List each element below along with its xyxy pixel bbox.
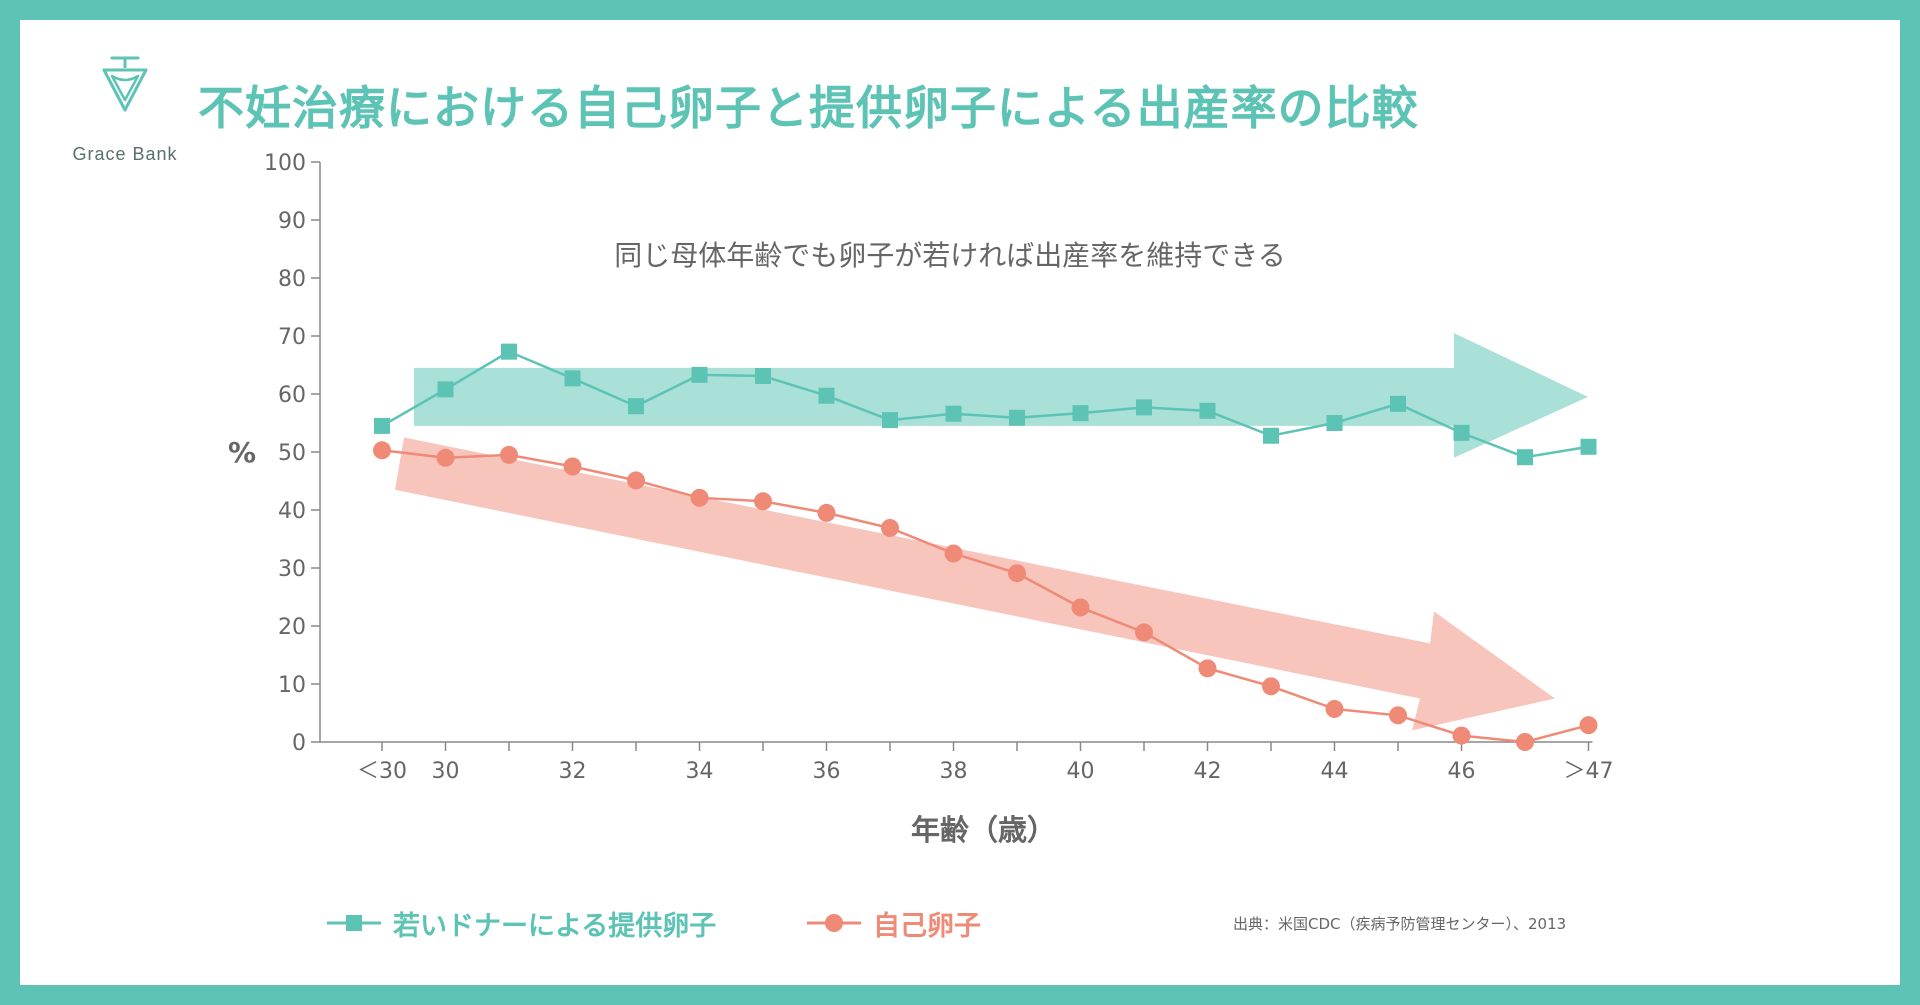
- y-tick-label: 30: [278, 557, 306, 582]
- data-point-donor: [564, 370, 581, 387]
- y-tick-label: 50: [278, 441, 306, 466]
- series-line-donor: [381, 350, 1589, 459]
- data-point-own: [690, 488, 709, 507]
- chart-card: Grace Bank 不妊治療における自己卵子と提供卵子による出産率の比較 0 1…: [20, 20, 1900, 985]
- data-point-donor: [1326, 415, 1343, 431]
- data-point-donor: [1453, 424, 1470, 441]
- data-point-donor: [945, 405, 962, 422]
- data-point-own: [881, 518, 899, 537]
- data-point-donor: [628, 398, 644, 415]
- x-tick-label: 34: [686, 759, 714, 784]
- x-tick-label: 36: [813, 759, 841, 784]
- data-point-donor: [818, 387, 835, 404]
- trend-arrow-own: [395, 437, 1555, 731]
- y-tick-label: 0: [292, 731, 306, 756]
- x-tick-label: 32: [559, 759, 587, 784]
- data-point-own: [1135, 623, 1153, 642]
- data-point-donor: [374, 417, 390, 434]
- data-point-own: [1262, 677, 1280, 696]
- data-point-donor: [1390, 395, 1406, 412]
- legend-square-marker-icon: [327, 915, 381, 931]
- y-tick-label: 70: [278, 325, 306, 350]
- y-tick-label: 80: [278, 267, 306, 292]
- data-point-own: [563, 457, 582, 476]
- trend-arrow-donor: [414, 333, 1588, 458]
- x-tick-label: ＜30: [357, 759, 407, 784]
- y-tick-label: 40: [278, 499, 306, 524]
- data-point-own: [373, 441, 391, 460]
- x-tick-label: ＞47: [1564, 759, 1614, 784]
- y-tick-label: 10: [278, 673, 306, 698]
- x-tick-label: 30: [432, 759, 460, 784]
- data-point-donor: [691, 366, 708, 383]
- data-point-own: [1389, 706, 1407, 725]
- data-point-own: [1579, 716, 1598, 735]
- legend-item-donor: 若いドナーによる提供卵子: [325, 903, 716, 943]
- data-point-own: [436, 448, 455, 467]
- source-note: 出典：米国CDC（疾病予防管理センター）、2013: [1233, 915, 1567, 933]
- data-point-donor: [882, 412, 898, 429]
- data-point-own: [1516, 733, 1534, 751]
- chart-annotation: 同じ母体年齢でも卵子が若ければ出産率を維持できる: [614, 239, 1285, 272]
- logo-text: Grace Bank: [72, 144, 178, 164]
- data-point-own: [754, 492, 772, 511]
- y-tick-label: 100: [264, 151, 306, 176]
- x-tick-label: 40: [1067, 759, 1095, 784]
- data-point-own: [1008, 564, 1026, 583]
- logo-mark-icon: [102, 56, 148, 112]
- series-line-own: [381, 449, 1589, 744]
- legend-item-own: 自己卵子: [805, 903, 981, 943]
- y-tick-label: 60: [278, 383, 306, 408]
- x-tick-label: 46: [1448, 759, 1476, 784]
- data-point-donor: [501, 343, 517, 360]
- data-point-own: [1071, 598, 1090, 617]
- data-point-donor: [755, 368, 771, 385]
- x-tick-label: 42: [1194, 759, 1222, 784]
- data-point-own: [944, 544, 963, 563]
- legend-label-own: 自己卵子: [873, 910, 981, 942]
- data-point-donor: [1199, 402, 1216, 419]
- page-title: 不妊治療における自己卵子と提供卵子による出産率の比較: [198, 81, 1419, 135]
- legend-circle-marker-icon: [807, 914, 861, 932]
- data-point-own: [1198, 659, 1217, 678]
- data-point-donor: [437, 381, 454, 398]
- y-axis-title: %: [228, 436, 256, 469]
- data-point-own: [500, 445, 518, 464]
- data-point-donor: [1263, 427, 1279, 444]
- data-point-donor: [1072, 405, 1089, 422]
- y-tick-label: 90: [278, 209, 306, 234]
- data-point-donor: [1580, 438, 1597, 455]
- x-tick-label: 44: [1321, 759, 1349, 784]
- data-point-donor: [1009, 409, 1025, 426]
- data-point-own: [817, 503, 836, 522]
- grace-bank-logo: Grace Bank: [50, 54, 200, 164]
- data-point-donor: [1136, 399, 1152, 416]
- x-tick-label: 38: [940, 759, 968, 784]
- data-point-donor: [1517, 449, 1533, 466]
- data-point-own: [1452, 726, 1471, 745]
- data-point-own: [627, 471, 645, 490]
- line-chart: 0 10 20 30 40 50 60 70 80 90 100 ＜30 30 32 34 36 38 40 42 4…: [228, 151, 1614, 847]
- y-tick-label: 20: [278, 615, 306, 640]
- legend-label-donor: 若いドナーによる提供卵子: [393, 910, 717, 942]
- x-axis-title: 年齢（歳）: [911, 813, 1056, 847]
- data-point-own: [1325, 699, 1344, 718]
